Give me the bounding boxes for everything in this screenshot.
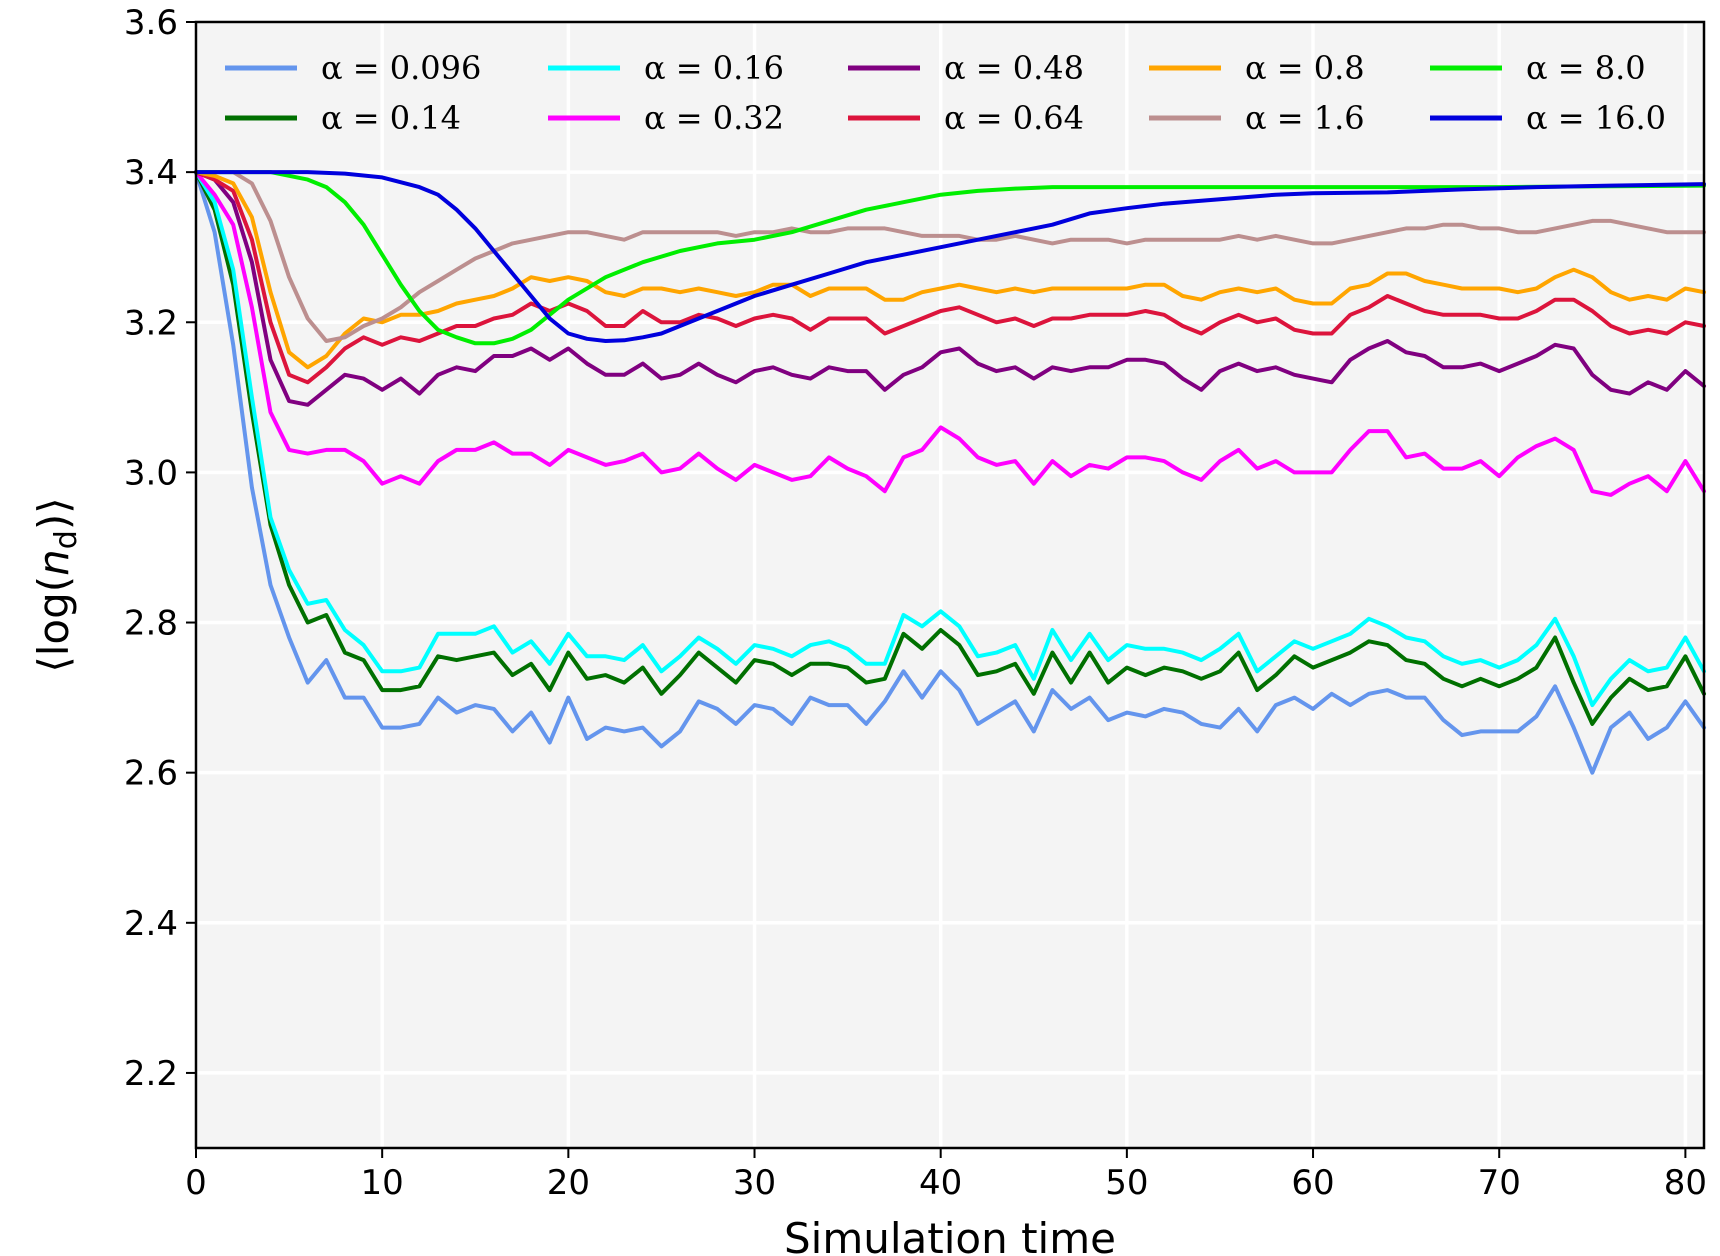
y-tick-label: 2.6 xyxy=(124,754,178,794)
x-axis-label: Simulation time xyxy=(784,1214,1116,1256)
y-tick-label: 3.0 xyxy=(124,453,178,493)
series-line xyxy=(194,170,1706,775)
series-line xyxy=(194,170,1706,726)
x-tick-label: 20 xyxy=(547,1163,590,1203)
grid-lines xyxy=(194,20,1704,1148)
y-tick-label: 3.4 xyxy=(124,153,178,193)
x-axis-ticks: 0 10 20 30 40 50 60 70 80 xyxy=(185,1148,1707,1203)
y-axis-ticks: 2.2 2.4 2.6 2.8 3.0 3.2 3.4 3.6 xyxy=(124,3,196,1094)
x-tick-label: 10 xyxy=(361,1163,404,1203)
x-tick-label: 70 xyxy=(1478,1163,1521,1203)
legend-entry-label: α = 16.0 xyxy=(1526,99,1666,137)
y-tick-label: 3.6 xyxy=(124,3,178,43)
legend-entry-label: α = 8.0 xyxy=(1526,49,1646,87)
legend-entry-label: α = 0.32 xyxy=(644,99,784,137)
legend: α = 0.096 α = 0.16 α = 0.48 α = 0.8 α = 8.0 α… xyxy=(225,49,1666,137)
x-tick-label: 40 xyxy=(919,1163,962,1203)
y-axis-label-variable: n xyxy=(29,549,78,576)
y-tick-label: 2.8 xyxy=(124,604,178,644)
series-line xyxy=(194,170,1706,407)
legend-entry-label: α = 0.64 xyxy=(944,99,1084,137)
y-tick-label: 2.4 xyxy=(124,904,178,944)
x-tick-label: 0 xyxy=(185,1163,207,1203)
legend-entry-label: α = 1.6 xyxy=(1245,99,1365,137)
x-tick-label: 60 xyxy=(1291,1163,1334,1203)
series-line xyxy=(194,170,1706,708)
series-line xyxy=(194,170,1706,343)
y-axis-label-prefix: ⟨log( xyxy=(29,576,78,673)
y-axis-label: ⟨log(nd)⟩ xyxy=(29,497,84,672)
y-axis-label-suffix: )⟩ xyxy=(29,497,78,530)
series-line xyxy=(194,170,1706,343)
series-line xyxy=(194,170,1706,370)
series-line xyxy=(194,170,1706,385)
x-tick-label: 50 xyxy=(1105,1163,1148,1203)
x-tick-label: 30 xyxy=(733,1163,776,1203)
y-tick-label: 3.2 xyxy=(124,303,178,343)
plot-background xyxy=(196,22,1704,1148)
series-line xyxy=(194,170,1706,497)
x-tick-label: 80 xyxy=(1664,1163,1707,1203)
legend-entry-label: α = 0.16 xyxy=(644,49,784,87)
series-lines xyxy=(194,170,1706,775)
y-axis-label-subscript: d xyxy=(49,530,84,549)
y-tick-label: 2.2 xyxy=(124,1054,178,1094)
legend-entry-label: α = 0.8 xyxy=(1245,49,1365,87)
series-line xyxy=(194,170,1706,346)
legend-entry-label: α = 0.096 xyxy=(321,49,481,87)
legend-entry-label: α = 0.14 xyxy=(321,99,461,137)
plot-frame xyxy=(194,20,1706,1150)
legend-entry-label: α = 0.48 xyxy=(944,49,1084,87)
